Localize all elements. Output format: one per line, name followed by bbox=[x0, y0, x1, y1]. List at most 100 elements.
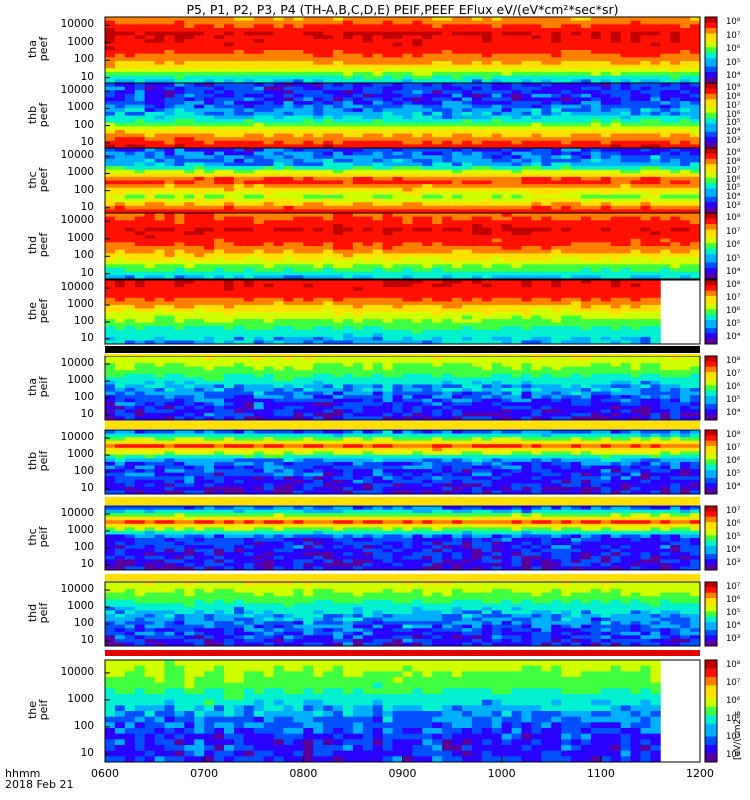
spectrogram-cell bbox=[452, 169, 463, 174]
spectrogram-cell bbox=[471, 115, 483, 120]
spectrogram-cell bbox=[352, 246, 364, 251]
spectrogram-cell bbox=[561, 198, 572, 203]
spectrogram-cell bbox=[114, 28, 126, 33]
spectrogram-cell bbox=[114, 140, 126, 145]
spectrogram-cell bbox=[343, 28, 354, 33]
spectrogram-cell bbox=[432, 194, 443, 199]
spectrogram-cell bbox=[333, 246, 344, 251]
spectrogram-cell bbox=[174, 119, 185, 124]
spectrogram-cell bbox=[471, 46, 483, 51]
spectrogram-cell bbox=[680, 209, 691, 214]
spectrogram-cell bbox=[233, 304, 245, 309]
spectrogram-cell bbox=[293, 158, 304, 163]
spectrogram-cell bbox=[154, 97, 165, 102]
spectrogram-cell bbox=[690, 104, 701, 109]
spectrogram-cell bbox=[114, 238, 126, 243]
spectrogram-cell bbox=[144, 275, 155, 280]
spectrogram-cell bbox=[481, 205, 493, 210]
spectrogram-cell bbox=[194, 90, 205, 95]
spectrogram-cell bbox=[432, 75, 443, 80]
spectrogram-cell bbox=[551, 42, 562, 47]
spectrogram-cell bbox=[114, 144, 126, 149]
spectrogram-cell bbox=[194, 158, 205, 163]
spectrogram-cell bbox=[303, 312, 314, 316]
spectrogram-cell bbox=[184, 216, 195, 221]
spectrogram-cell bbox=[462, 173, 473, 178]
spectrogram-cell bbox=[561, 126, 572, 131]
spectrogram-cell bbox=[392, 257, 403, 262]
spectrogram-cell bbox=[362, 155, 374, 160]
spectrogram-cell bbox=[323, 333, 334, 338]
spectrogram-cell bbox=[124, 315, 136, 320]
spectrogram-cell bbox=[362, 162, 374, 167]
spectrogram-cell bbox=[690, 64, 701, 69]
spectrogram-cell bbox=[402, 90, 413, 95]
spectrogram-cell bbox=[660, 249, 671, 254]
spectrogram-cell bbox=[590, 97, 602, 102]
spectrogram-cell bbox=[154, 290, 165, 295]
spectrogram-cell bbox=[184, 315, 195, 320]
spectrogram-cell bbox=[164, 280, 175, 284]
spectrogram-cell bbox=[124, 93, 136, 98]
spectrogram-cell bbox=[154, 333, 165, 338]
spectrogram-cell bbox=[452, 268, 463, 273]
spectrogram-cell bbox=[650, 140, 661, 145]
spectrogram-cell bbox=[134, 93, 146, 98]
spectrogram-cell bbox=[224, 83, 235, 88]
spectrogram-cell bbox=[303, 253, 314, 258]
spectrogram-cell bbox=[323, 198, 334, 203]
spectrogram-cell bbox=[660, 20, 671, 25]
spectrogram-cell bbox=[551, 246, 562, 251]
spectrogram-cell bbox=[333, 115, 344, 120]
spectrogram-cell bbox=[541, 133, 552, 138]
spectrogram-cell bbox=[154, 275, 165, 280]
spectrogram-cell bbox=[412, 260, 423, 265]
spectrogram-cell bbox=[630, 194, 641, 199]
spectrogram-cell bbox=[650, 176, 661, 181]
spectrogram-cell bbox=[184, 46, 195, 51]
spectrogram-cell bbox=[561, 176, 572, 181]
spectrogram-cell bbox=[154, 329, 165, 334]
spectrogram-cell bbox=[224, 202, 235, 207]
spectrogram-cell bbox=[154, 205, 165, 210]
spectrogram-cell bbox=[204, 108, 215, 113]
spectrogram-cell bbox=[471, 104, 483, 109]
spectrogram-cell bbox=[105, 79, 116, 84]
spectrogram-cell bbox=[114, 271, 126, 276]
spectrogram-cell bbox=[214, 235, 225, 240]
spectrogram-cell bbox=[442, 57, 453, 62]
spectrogram-cell bbox=[491, 194, 503, 199]
spectrogram-cell bbox=[481, 17, 493, 22]
spectrogram-cell bbox=[194, 242, 205, 247]
spectrogram-cell bbox=[333, 90, 344, 95]
spectrogram-cell bbox=[293, 72, 304, 77]
spectrogram-cell bbox=[174, 86, 185, 91]
spectrogram-cell bbox=[204, 280, 215, 284]
spectrogram-cell bbox=[243, 301, 255, 306]
spectrogram-cell bbox=[442, 198, 453, 203]
spectrogram-cell bbox=[600, 246, 612, 251]
spectrogram-cell bbox=[561, 216, 572, 221]
spectrogram-cell bbox=[293, 140, 304, 145]
spectrogram-cell bbox=[670, 137, 681, 142]
spectrogram-cell bbox=[412, 202, 423, 207]
spectrogram-cell bbox=[263, 169, 274, 174]
spectrogram-cell bbox=[511, 104, 522, 109]
spectrogram-cell bbox=[462, 144, 473, 149]
spectrogram-cell bbox=[144, 336, 155, 341]
spectrogram-cell bbox=[362, 194, 374, 199]
spectrogram-cell bbox=[224, 72, 235, 77]
spectrogram-cell bbox=[273, 216, 284, 221]
spectrogram-cell bbox=[471, 249, 483, 254]
spectrogram-cell bbox=[204, 224, 215, 229]
spectrogram-cell bbox=[263, 90, 274, 95]
spectrogram-cell bbox=[194, 275, 205, 280]
spectrogram-cell bbox=[303, 301, 314, 306]
spectrogram-cell bbox=[164, 205, 175, 210]
spectrogram-cell bbox=[362, 326, 374, 331]
spectrogram-cell bbox=[105, 283, 116, 288]
spectrogram-cell bbox=[105, 315, 116, 320]
spectrogram-cell bbox=[204, 184, 215, 189]
spectrogram-cell bbox=[352, 322, 364, 327]
spectrogram-cell bbox=[293, 238, 304, 243]
